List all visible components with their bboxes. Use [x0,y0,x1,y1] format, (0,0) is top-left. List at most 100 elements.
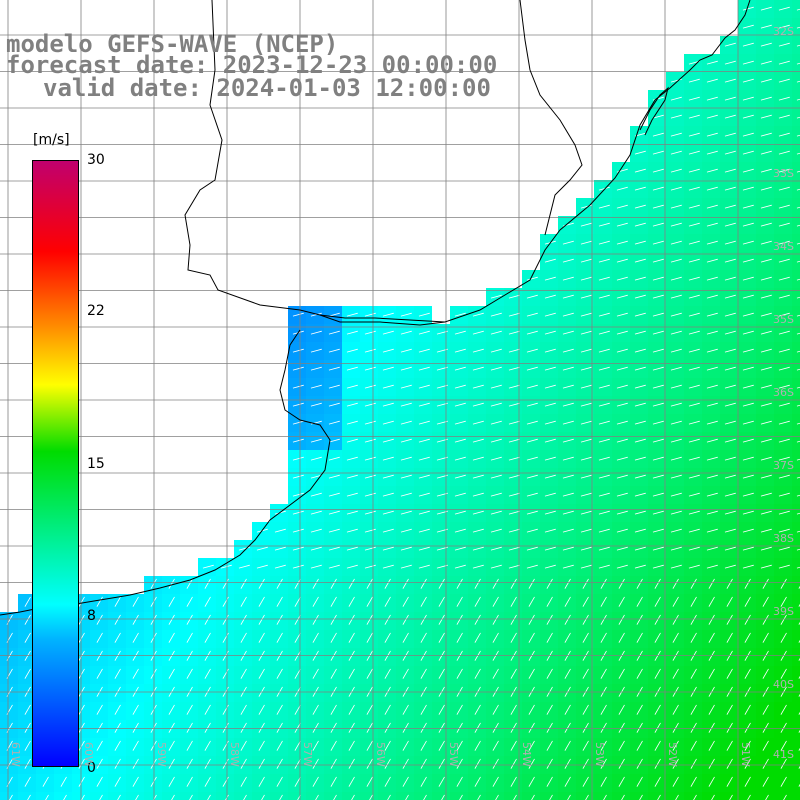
wind-arrow [742,258,754,263]
wind-arrow [760,546,772,551]
wind-arrow [348,704,355,715]
wind-arrow [364,456,376,461]
wind-arrow [688,294,700,299]
wind-arrow [382,510,394,515]
wind-arrow [544,474,556,479]
wind-arrow [24,632,31,643]
wind-arrow [384,578,391,589]
wind-cell [180,792,198,800]
wind-arrow [598,456,610,461]
wind-arrow [618,722,625,733]
wind-arrow [652,384,664,389]
wind-arrow [762,668,769,679]
wind-arrow [490,420,502,425]
wind-arrow [366,578,373,589]
wind-arrow [724,240,736,245]
wind-arrow [706,132,718,137]
wind-arrow [382,456,394,461]
wind-arrow [634,402,646,407]
wind-arrow [490,438,502,443]
wind-arrow [240,740,247,751]
wind-arrow [706,150,718,155]
wind-arrow [312,578,319,589]
wind-arrow [346,528,358,533]
wind-arrow [292,528,304,533]
wind-arrow [168,596,175,607]
wind-arrow [742,474,754,479]
wind-arrow [724,510,736,515]
wind-arrow [258,776,265,787]
lon-label: 56W [374,742,387,767]
wind-arrow [742,186,754,191]
wind-arrow [508,546,520,551]
wind-arrow [726,668,733,679]
wind-arrow [400,492,412,497]
wind-arrow [742,150,754,155]
wind-cell [792,108,800,126]
wind-arrow [670,546,682,551]
wind-arrow [472,492,484,497]
wind-arrow [420,776,427,787]
wind-arrow [132,758,139,769]
wind-arrow [474,776,481,787]
wind-arrow [328,510,340,515]
wind-arrow [654,776,661,787]
wind-arrow [724,546,736,551]
wind-arrow [760,294,772,299]
wind-arrow [670,348,682,353]
wind-arrow [382,330,394,335]
wind-arrow [544,456,556,461]
wind-arrow [276,668,283,679]
wind-arrow [780,668,787,679]
wind-arrow [706,456,718,461]
wind-arrow [796,476,800,479]
wind-arrow [706,222,718,227]
wind-arrow [456,722,463,733]
wind-arrow [222,722,229,733]
wind-arrow [654,758,661,769]
wind-arrow [528,614,535,625]
wind-arrow [598,330,610,335]
wind-arrow [418,456,430,461]
wind-arrow [510,776,517,787]
wind-arrow [546,632,553,643]
wind-arrow [526,276,538,281]
wind-arrow [276,740,283,751]
wind-arrow [652,546,664,551]
wind-arrow [312,704,319,715]
wind-arrow [418,312,430,317]
wind-arrow [546,578,553,589]
wind-arrow [652,150,664,155]
wind-arrow [132,740,139,751]
wind-cell [0,792,18,800]
wind-arrow [276,614,283,625]
wind-cell [648,792,666,800]
wind-arrow [364,438,376,443]
wind-arrow [312,758,319,769]
wind-cell [792,630,800,648]
wind-arrow [454,312,466,317]
wind-arrow [526,384,538,389]
wind-arrow [690,578,697,589]
wind-arrow [634,420,646,425]
wind-arrow [492,578,499,589]
wind-arrow [114,614,121,625]
wind-arrow [778,564,790,569]
wind-arrow [310,438,322,443]
wind-arrow [96,596,103,607]
wind-arrow [672,722,679,733]
wind-arrow [492,596,499,607]
wind-arrow [672,632,679,643]
wind-arrow [546,740,553,751]
wind-cell [792,324,800,342]
wind-arrow [456,758,463,769]
lat-label: 32S [773,25,794,38]
wind-cell [792,450,800,468]
wind-arrow [438,740,445,751]
wind-arrow [726,632,733,643]
wind-arrow [564,578,571,589]
wind-arrow [526,474,538,479]
wind-arrow [742,456,754,461]
wind-arrow [618,740,625,751]
wind-arrow [310,474,322,479]
